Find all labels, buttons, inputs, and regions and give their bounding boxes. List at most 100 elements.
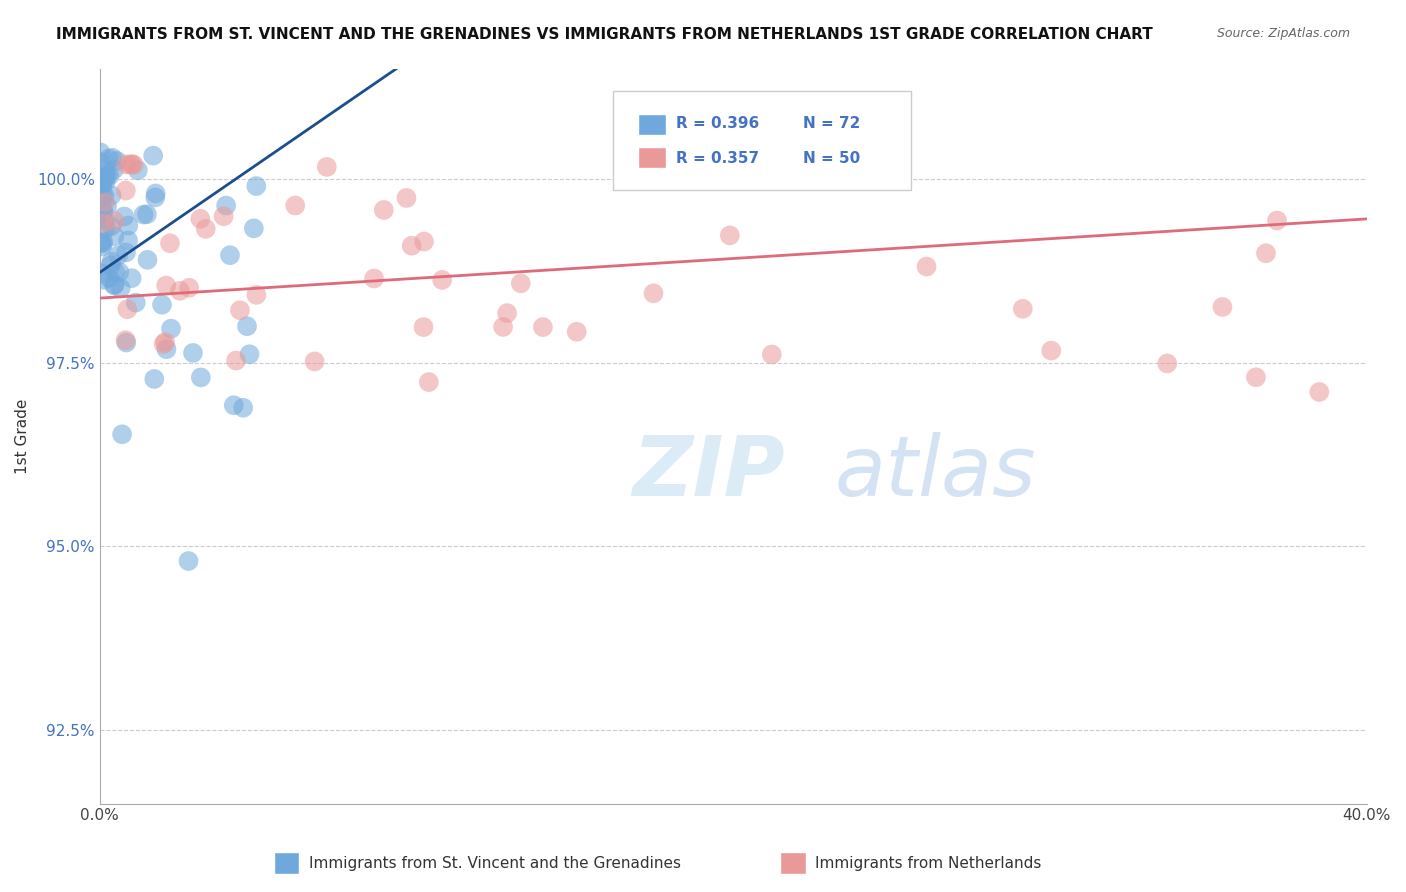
Point bbox=[90, 171, 112, 186]
Point bbox=[135, 207, 157, 221]
Point bbox=[90, 239, 112, 253]
Text: N = 50: N = 50 bbox=[803, 151, 860, 166]
Point bbox=[430, 273, 453, 287]
Point bbox=[152, 337, 174, 351]
Text: Source: ZipAtlas.com: Source: ZipAtlas.com bbox=[1216, 27, 1350, 40]
Point bbox=[94, 170, 117, 185]
Point bbox=[159, 236, 181, 251]
Point bbox=[93, 216, 115, 230]
Point bbox=[93, 189, 115, 203]
Point bbox=[155, 342, 177, 356]
Point bbox=[100, 258, 122, 272]
Point bbox=[236, 319, 259, 334]
Point bbox=[229, 303, 252, 318]
Point bbox=[243, 221, 266, 235]
Point bbox=[245, 179, 267, 194]
Point bbox=[373, 202, 395, 217]
Point bbox=[117, 302, 139, 317]
Point bbox=[96, 169, 118, 183]
Point bbox=[418, 375, 440, 389]
Point bbox=[232, 401, 254, 415]
Point bbox=[531, 320, 554, 334]
Point bbox=[181, 346, 204, 360]
Point bbox=[1156, 356, 1178, 370]
Point bbox=[94, 195, 117, 210]
Text: IMMIGRANTS FROM ST. VINCENT AND THE GRENADINES VS IMMIGRANTS FROM NETHERLANDS 1S: IMMIGRANTS FROM ST. VINCENT AND THE GREN… bbox=[56, 27, 1153, 42]
Point bbox=[177, 554, 200, 568]
Point bbox=[1265, 213, 1288, 227]
Point bbox=[761, 347, 783, 361]
Point bbox=[90, 235, 112, 250]
Point bbox=[127, 163, 149, 178]
Point bbox=[91, 236, 114, 251]
Point bbox=[91, 178, 114, 193]
Point bbox=[284, 198, 307, 212]
Point bbox=[125, 295, 148, 310]
Point bbox=[643, 286, 665, 301]
Point bbox=[150, 298, 173, 312]
Point bbox=[1244, 370, 1267, 384]
Point bbox=[91, 202, 114, 217]
Point bbox=[155, 278, 177, 293]
Point bbox=[1254, 246, 1277, 260]
Point bbox=[915, 260, 938, 274]
Point bbox=[509, 277, 531, 291]
Point bbox=[93, 273, 115, 287]
Point bbox=[111, 427, 134, 442]
Point bbox=[120, 158, 142, 172]
Point bbox=[96, 200, 118, 214]
Point bbox=[1040, 343, 1063, 358]
Point bbox=[104, 214, 127, 228]
Point bbox=[718, 228, 741, 243]
Point bbox=[103, 229, 125, 244]
Point bbox=[94, 164, 117, 178]
Point bbox=[1308, 384, 1330, 399]
Point bbox=[104, 277, 127, 292]
Point bbox=[121, 157, 143, 171]
Point bbox=[103, 162, 125, 177]
Point bbox=[110, 281, 132, 295]
Point bbox=[143, 190, 166, 204]
Point bbox=[315, 160, 337, 174]
Point bbox=[413, 235, 436, 249]
Point bbox=[245, 288, 267, 302]
Point bbox=[122, 158, 145, 172]
Point bbox=[101, 151, 124, 165]
Point bbox=[100, 254, 122, 268]
Point bbox=[97, 152, 120, 166]
Point bbox=[222, 398, 245, 412]
Point bbox=[91, 177, 114, 191]
Point bbox=[114, 333, 136, 347]
Point bbox=[145, 186, 167, 201]
Point bbox=[98, 270, 121, 285]
Point bbox=[90, 266, 112, 280]
Point bbox=[103, 278, 125, 293]
Point bbox=[143, 372, 166, 386]
Point bbox=[215, 198, 238, 212]
Point bbox=[132, 208, 155, 222]
Point bbox=[136, 252, 159, 267]
Point bbox=[238, 347, 260, 361]
Point bbox=[304, 354, 326, 368]
Y-axis label: 1st Grade: 1st Grade bbox=[15, 399, 30, 474]
Point bbox=[153, 334, 176, 349]
Point bbox=[117, 234, 139, 248]
Text: R = 0.396: R = 0.396 bbox=[676, 116, 759, 131]
Point bbox=[94, 221, 117, 235]
Point bbox=[212, 209, 235, 223]
Point bbox=[363, 271, 385, 285]
Point bbox=[160, 321, 183, 335]
Point bbox=[565, 325, 588, 339]
Point bbox=[94, 212, 117, 227]
Point bbox=[412, 320, 434, 334]
Text: Immigrants from Netherlands: Immigrants from Netherlands bbox=[815, 856, 1042, 871]
Point bbox=[188, 211, 211, 226]
Point bbox=[225, 353, 247, 368]
Point bbox=[91, 234, 114, 248]
Point bbox=[492, 319, 515, 334]
Text: Immigrants from St. Vincent and the Grenadines: Immigrants from St. Vincent and the Gren… bbox=[309, 856, 682, 871]
Point bbox=[89, 145, 111, 160]
Point bbox=[115, 335, 138, 350]
Point bbox=[496, 306, 519, 320]
Point bbox=[169, 284, 191, 298]
